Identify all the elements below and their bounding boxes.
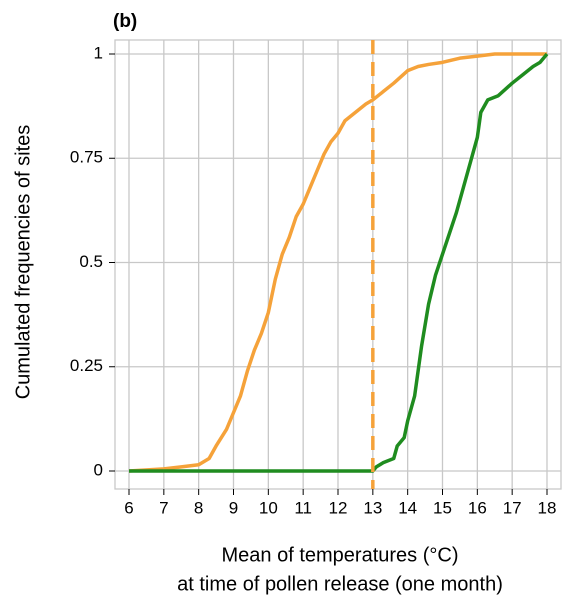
y-tick-label: 0 bbox=[94, 460, 103, 479]
y-tick-label: 0.5 bbox=[79, 252, 103, 271]
x-tick-label: 6 bbox=[124, 498, 133, 517]
x-tick-label: 9 bbox=[229, 498, 238, 517]
x-tick-label: 17 bbox=[503, 498, 522, 517]
x-tick-label: 7 bbox=[159, 498, 168, 517]
line-series bbox=[128, 52, 547, 473]
x-tick-label: 8 bbox=[194, 498, 203, 517]
x-axis-label: Mean of temperatures (°C) bbox=[222, 544, 459, 566]
x-tick-label: 18 bbox=[538, 498, 557, 517]
y-tick-label: 0.75 bbox=[70, 148, 103, 167]
y-tick-label: 1 bbox=[94, 43, 103, 62]
chart-title: (b) bbox=[113, 11, 137, 32]
y-tick-label: 0.25 bbox=[70, 356, 103, 375]
x-tick-label: 16 bbox=[468, 498, 487, 517]
x-tick-label: 10 bbox=[259, 498, 278, 517]
x-tick-label: 11 bbox=[294, 498, 312, 517]
x-tick-label: 13 bbox=[363, 498, 382, 517]
y-axis-label: Cumulated frequencies of sites bbox=[12, 125, 34, 400]
x-axis-label: at time of pollen release (one month) bbox=[177, 573, 503, 595]
line-series bbox=[129, 52, 549, 473]
x-tick-label: 12 bbox=[329, 498, 348, 517]
x-tick-label: 14 bbox=[398, 498, 417, 517]
x-tick-label: 15 bbox=[433, 498, 452, 517]
